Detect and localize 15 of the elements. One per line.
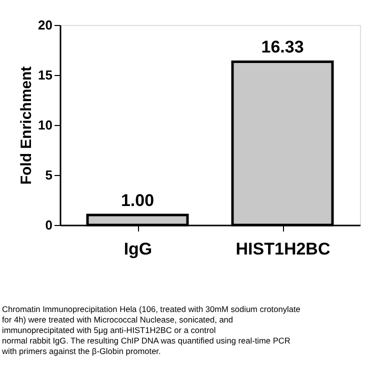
- text: immunoprecipitated with 5μg anti-HIST1H2BC or a control: [2, 325, 216, 335]
- x-tick-label: IgG: [124, 240, 152, 258]
- text: for 4h) were treated with Micrococcal Nuclease, sonicated, and: [2, 314, 234, 324]
- data-label: 16.33: [261, 38, 304, 57]
- x-tick-label: HIST1H2BC: [236, 240, 330, 258]
- y-axis-title: Fold Enrichment: [18, 66, 36, 185]
- text: Chromatin Immunoprecipitation Hela (106, treated with 30mM sodium crotonylate: [2, 304, 301, 314]
- text: with primers against the β-Globin promoter.: [1, 346, 161, 356]
- y-tick-label: 20: [38, 18, 52, 32]
- y-tick-label: 10: [38, 118, 52, 132]
- data-label: 1.00: [120, 191, 154, 210]
- text: normal rabbit IgG. The resulting ChIP DNA was quantified using real-time PCR: [2, 336, 290, 346]
- y-tick-label: 15: [38, 68, 52, 82]
- y-tick-label: 0: [45, 218, 52, 232]
- y-tick-label: 5: [45, 168, 52, 182]
